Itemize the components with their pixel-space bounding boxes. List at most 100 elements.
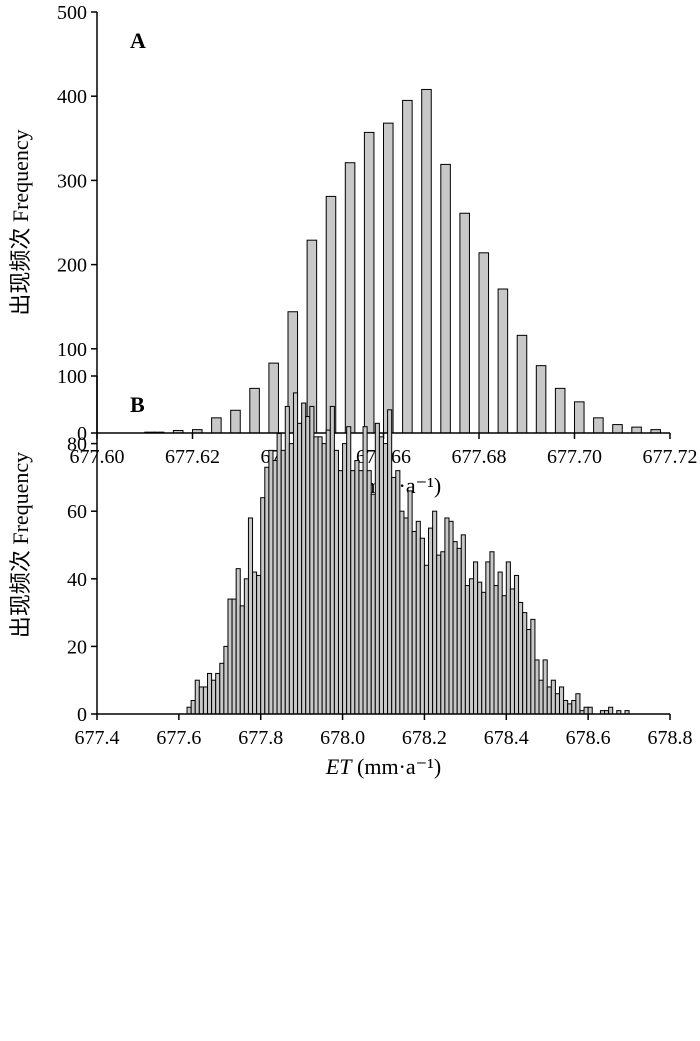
histogram-bar — [395, 470, 401, 715]
histogram-bar — [535, 365, 547, 434]
y-tick-label: 0 — [77, 704, 87, 726]
x-tick-label: 677.68 — [452, 446, 507, 468]
histogram-bar — [215, 672, 221, 715]
histogram-bar — [554, 387, 566, 434]
histogram-bar — [268, 449, 274, 715]
histogram-bar — [235, 568, 241, 715]
histogram-bar — [497, 571, 503, 715]
histogram-bar — [538, 679, 544, 715]
x-tick-label: 678.8 — [648, 727, 693, 749]
histogram-bar — [567, 703, 573, 715]
histogram-panel-b: 0 20 40 60 80 100 677.4 677.6 677.8 678.0 678.2 678… — [8, 366, 693, 779]
histogram-bar — [227, 598, 233, 715]
y-tick-label: 200 — [57, 255, 87, 277]
y-tick-label: 40 — [67, 569, 87, 591]
histogram-bar — [354, 460, 360, 715]
x-tick-label: 677.72 — [643, 446, 698, 468]
histogram-bar — [363, 131, 375, 434]
histogram-bar — [526, 629, 532, 715]
y-tick-label: 500 — [57, 2, 87, 24]
histogram-bar — [516, 334, 528, 434]
histogram-bar — [464, 585, 470, 715]
histogram-bar — [473, 561, 479, 715]
histogram-bar — [513, 574, 520, 715]
x-tick-label: 678.4 — [484, 727, 529, 749]
histogram-bar — [249, 387, 260, 434]
y-tick-label: 300 — [57, 170, 87, 192]
y-axis-label: 出现频次 Frequency — [8, 129, 33, 315]
histogram-bar — [264, 466, 270, 715]
histogram-bar — [460, 534, 466, 715]
histogram-bar — [440, 551, 446, 715]
histogram-bar — [391, 476, 397, 715]
y-axis-label: 出现频次 Frequency — [8, 452, 33, 638]
histogram-bar — [276, 432, 282, 715]
histogram-bar — [313, 436, 319, 715]
histogram-bar — [501, 595, 507, 715]
histogram-bar — [411, 530, 417, 715]
histogram-bar — [378, 436, 385, 715]
histogram-bar — [190, 699, 196, 715]
histogram-bar — [383, 443, 389, 715]
histogram-bar — [419, 537, 425, 715]
histogram-bar — [440, 163, 451, 434]
x-tick-label: 677.6 — [156, 727, 201, 749]
histogram-bar — [198, 686, 204, 715]
histogram-panel-a: 0100200300400500677.60677.62677.64677.66… — [8, 2, 698, 498]
histogram-bar — [366, 470, 372, 715]
histogram-bar — [631, 426, 642, 434]
x-tick-label: 677.70 — [547, 446, 602, 468]
histogram-bar — [268, 362, 279, 434]
x-tick-label: 677.8 — [238, 727, 283, 749]
histogram-bar — [284, 405, 290, 715]
histogram-bar — [342, 443, 348, 715]
histogram-bar — [423, 564, 430, 715]
histogram-bar — [297, 422, 303, 715]
histogram-bar — [370, 493, 376, 715]
histogram-bar — [239, 605, 245, 715]
histogram-bar — [456, 547, 462, 715]
y-tick-label: 100 — [57, 366, 87, 388]
histogram-bar — [260, 497, 266, 715]
histogram-bar — [317, 436, 323, 715]
histogram-bar — [329, 405, 335, 715]
histogram-bar — [554, 693, 560, 715]
histogram-bar — [407, 490, 413, 715]
histogram-bar — [481, 591, 487, 715]
panel-label: A — [130, 28, 146, 53]
histogram-bar — [387, 409, 393, 715]
x-tick-label: 678.6 — [566, 727, 611, 749]
histogram-bar — [452, 541, 458, 715]
y-tick-label: 100 — [57, 339, 87, 361]
histogram-bar — [399, 510, 405, 715]
histogram-bar — [337, 470, 344, 715]
histogram-bar — [288, 443, 294, 715]
histogram-bar — [575, 693, 581, 715]
histogram-bar — [571, 699, 577, 715]
histogram-bar — [383, 122, 394, 434]
histogram-bar — [333, 449, 339, 715]
histogram-bar — [518, 601, 524, 715]
histogram-bar — [542, 659, 548, 715]
histogram-bar — [432, 510, 438, 715]
histogram-bar — [211, 679, 217, 715]
histogram-bar — [459, 212, 470, 434]
histogram-bar — [574, 401, 585, 434]
histogram-bar — [534, 659, 540, 715]
histogram-bar — [219, 662, 225, 715]
y-tick-label: 400 — [57, 86, 87, 108]
histogram-bar — [194, 679, 200, 715]
histogram-bar — [587, 706, 593, 715]
histogram-bar — [550, 679, 556, 715]
histogram-bar — [243, 578, 249, 715]
histogram-bar — [509, 588, 515, 715]
x-tick-label: 677.4 — [75, 727, 120, 749]
histogram-bar — [223, 645, 229, 715]
histogram-bar — [305, 416, 311, 715]
histogram-bar — [402, 99, 413, 434]
histogram-bar — [272, 460, 278, 715]
histogram-bar — [593, 417, 604, 434]
histogram-bar — [493, 585, 499, 715]
histogram-bar — [202, 686, 209, 715]
histogram-bar — [546, 686, 552, 715]
